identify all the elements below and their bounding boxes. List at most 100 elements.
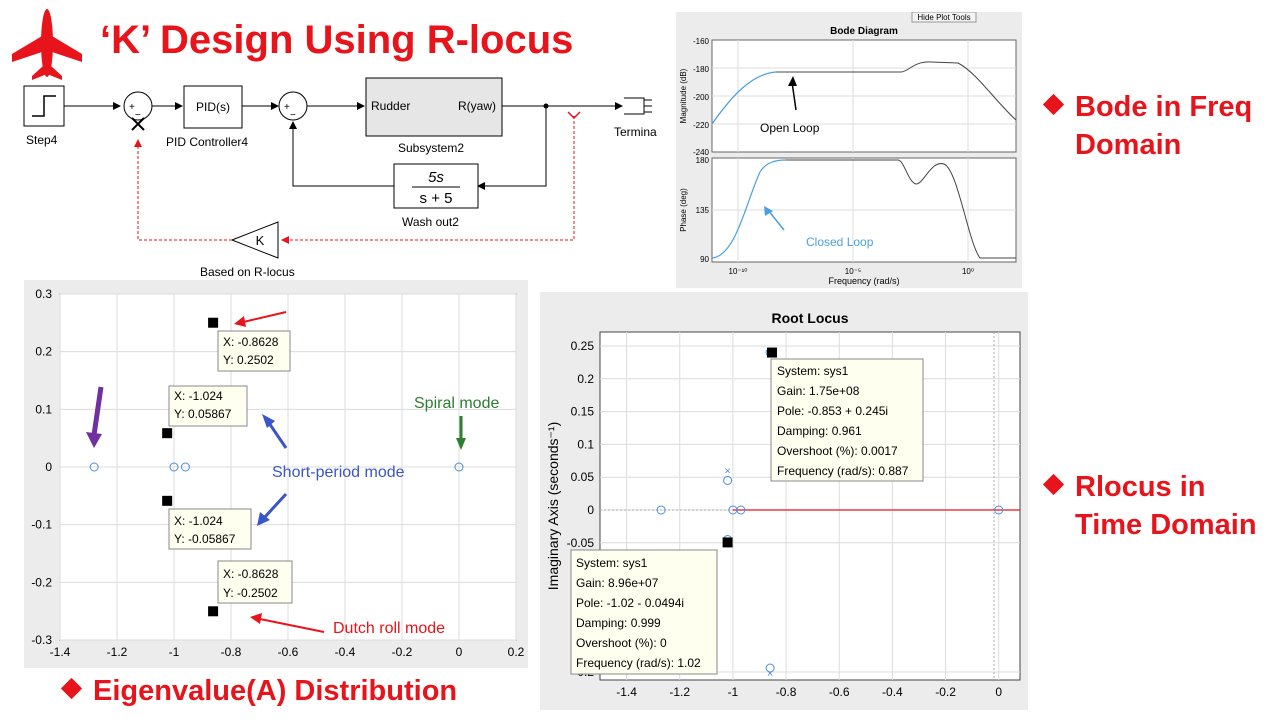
svg-text:Pole: -0.853 + 0.245i: Pole: -0.853 + 0.245i xyxy=(777,404,888,418)
rlocus-y-tick: 0.05 xyxy=(571,470,595,484)
bode-x-tick-0: 10⁻¹⁰ xyxy=(729,267,748,276)
subsystem-block[interactable]: Rudder R(yaw) xyxy=(365,77,503,137)
rlocus-ylabel: Imaginary Axis (seconds⁻¹) xyxy=(545,422,561,590)
eigen-tip-2: X: -1.024 Y: 0.05867 xyxy=(168,385,248,427)
rlocus-y-tick: 0.2 xyxy=(577,372,594,386)
eigen-panel: -1.4 -1.2 -1 -0.8 -0.6 -0.4 -0.2 0 0.2 0.3 0.2 0.1 0… xyxy=(24,280,528,668)
svg-text:Y: -0.2502: Y: -0.2502 xyxy=(223,586,278,600)
svg-text:Y: 0.05867: Y: 0.05867 xyxy=(174,407,232,421)
terminator-label: Termina xyxy=(614,125,657,139)
bode-x-tick-2: 10⁰ xyxy=(962,267,974,276)
subsystem-label: Subsystem2 xyxy=(398,141,464,155)
rlocus-x-tick: 0 xyxy=(995,685,1002,699)
open-loop-mag xyxy=(776,61,1017,121)
dutch-roll-label: Dutch roll mode xyxy=(333,620,445,637)
rlocus-x-tick: -1.4 xyxy=(616,685,637,699)
eigen-tip-3: X: -1.024 Y: -0.05867 xyxy=(168,508,252,550)
step-label: Step4 xyxy=(26,133,58,147)
rlocus-panel: Root Locus -1.4 -1.2 -1 -0.8 -0.6 -0.4 -0.2 0 0.… xyxy=(540,292,1028,710)
mag-tick-2: -200 xyxy=(693,93,710,102)
washout-block[interactable]: 5s s + 5 xyxy=(393,163,479,209)
rlocus-x-tick: -0.4 xyxy=(882,685,903,699)
eigen-y-tick: 0.2 xyxy=(35,345,52,359)
eigen-tip-1: X: -0.8628 Y: 0.2502 xyxy=(217,330,291,372)
diamond-bullet-icon xyxy=(60,677,83,700)
mag-ylabel: Magnitude (dB) xyxy=(679,68,688,123)
svg-text:Pole: -1.02 - 0.0494i: Pole: -1.02 - 0.0494i xyxy=(576,596,684,610)
eigen-datatip-marker xyxy=(162,428,173,439)
rlocus-title: Root Locus xyxy=(772,310,849,326)
eigen-x-tick: -1.2 xyxy=(107,645,128,659)
svg-text:Overshoot (%): 0: Overshoot (%): 0 xyxy=(576,636,667,650)
simulink-diagram: Step4 + − PID(s) PID Controller4 + − Rud… xyxy=(23,77,657,279)
eigen-y-tick: 0.3 xyxy=(35,287,52,301)
sum1-minus: − xyxy=(135,110,141,121)
eigen-point xyxy=(169,462,179,472)
rlocus-datatip-marker xyxy=(766,347,777,358)
eigen-point xyxy=(89,462,99,472)
hide-plot-tools-button[interactable]: Hide Plot Tools xyxy=(917,13,970,22)
step-block[interactable] xyxy=(23,85,65,127)
eigen-x-tick: -0.8 xyxy=(221,645,242,659)
svg-text:Damping: 0.961: Damping: 0.961 xyxy=(777,424,862,438)
eigen-point xyxy=(454,462,464,472)
rlocus-datatip-marker xyxy=(722,537,733,548)
rlocus-heading-line-2: Time Domain xyxy=(1075,509,1257,541)
washout-numerator: 5s xyxy=(428,169,444,186)
eigen-datatip-marker xyxy=(208,606,219,617)
svg-text:System: sys1: System: sys1 xyxy=(777,364,849,378)
eigen-x-tick: -0.6 xyxy=(278,645,299,659)
svg-text:Frequency (rad/s): 0.887: Frequency (rad/s): 0.887 xyxy=(777,464,909,478)
rlocus-zero xyxy=(994,505,1004,515)
rlocus-heading-line-1: Rlocus in xyxy=(1075,471,1206,503)
phase-ylabel: Phase (deg) xyxy=(679,188,688,232)
svg-text:Y: 0.2502: Y: 0.2502 xyxy=(223,353,274,367)
rlocus-pole-x: × xyxy=(767,668,773,680)
pid-block[interactable]: PID(s) xyxy=(183,85,243,129)
rlocus-tip-2: System: sys1 Gain: 8.96e+07 Pole: -1.02 … xyxy=(570,549,718,675)
washout-label: Wash out2 xyxy=(402,215,459,229)
diamond-bullet-icon xyxy=(1042,93,1065,116)
eigen-y-tick: -0.2 xyxy=(31,575,52,589)
mag-tick-4: -240 xyxy=(693,148,710,157)
mag-tick-3: -220 xyxy=(693,121,710,130)
svg-text:X: -0.8628: X: -0.8628 xyxy=(223,567,279,581)
svg-text:X: -0.8628: X: -0.8628 xyxy=(223,335,279,349)
eigen-tip-4: X: -0.8628 Y: -0.2502 xyxy=(217,560,293,604)
rlocus-y-tick: 0.1 xyxy=(577,437,594,451)
bode-x-tick-1: 10⁻⁵ xyxy=(845,267,861,276)
eigen-heading-text: Eigenvalue(A) Distribution xyxy=(93,675,458,707)
open-loop-phase xyxy=(786,159,1016,259)
rlocus-y-tick: 0 xyxy=(587,503,594,517)
rlocus-x-tick: -1 xyxy=(728,685,739,699)
eigen-x-tick: -0.2 xyxy=(392,645,413,659)
eigen-x-tick: 0.2 xyxy=(508,645,525,659)
eigen-y-tick: -0.1 xyxy=(31,518,52,532)
rlocus-heading: Rlocus in Time Domain xyxy=(1042,468,1257,544)
eigen-x-tick: -1.4 xyxy=(50,645,71,659)
gain-block-k[interactable]: K xyxy=(230,221,279,259)
gain-label: Based on R-locus xyxy=(200,265,295,279)
eigen-x-tick: 0 xyxy=(456,645,463,659)
eigen-heading: Eigenvalue(A) Distribution xyxy=(60,672,458,710)
eigen-x-tick: -0.4 xyxy=(335,645,356,659)
closed-loop-phase xyxy=(711,159,787,259)
eigen-y-tick: 0.1 xyxy=(35,402,52,416)
diamond-bullet-icon xyxy=(1042,473,1065,496)
svg-text:Gain: 8.96e+07: Gain: 8.96e+07 xyxy=(576,576,659,590)
svg-text:System: sys1: System: sys1 xyxy=(576,556,648,570)
bode-heading: Bode in Freq Domain xyxy=(1042,88,1252,164)
terminator-block[interactable] xyxy=(624,97,652,115)
rlocus-y-tick: 0.25 xyxy=(571,339,595,353)
rlocus-zero xyxy=(723,475,733,485)
eigen-x-tick: -1 xyxy=(169,645,180,659)
svg-text:X: -1.024: X: -1.024 xyxy=(174,514,223,528)
sum2-minus: − xyxy=(290,110,296,121)
rlocus-x-tick: -1.2 xyxy=(669,685,690,699)
eigen-datatip-marker xyxy=(208,317,219,328)
sum1-plus: + xyxy=(129,102,135,113)
rudder-port: Rudder xyxy=(371,99,410,113)
closed-loop-label: Closed Loop xyxy=(806,235,874,249)
bode-xlabel: Frequency (rad/s) xyxy=(828,276,899,286)
svg-text:Frequency (rad/s): 1.02: Frequency (rad/s): 1.02 xyxy=(576,656,701,670)
